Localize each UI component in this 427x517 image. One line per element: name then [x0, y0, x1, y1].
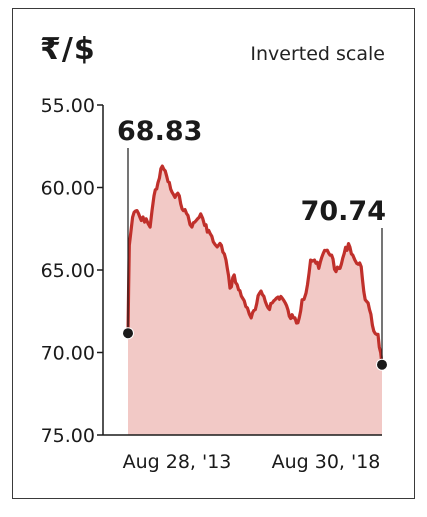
y-tick-label: 55.00 — [41, 95, 95, 117]
area-fill — [128, 166, 382, 435]
x-tick-label: Aug 28, '13 — [123, 451, 232, 473]
annotation-label: 68.83 — [117, 116, 202, 147]
y-tick-label: 60.00 — [41, 178, 95, 200]
series-line — [126, 164, 384, 365]
y-tick-label: 65.00 — [41, 260, 95, 282]
y-tick-label: 70.00 — [41, 343, 95, 365]
chart-subtitle: Inverted scale — [250, 43, 385, 65]
annotation-marker — [376, 358, 388, 371]
x-tick-label: Aug 30, '18 — [272, 451, 381, 473]
annotation-marker — [122, 327, 134, 340]
chart-title: ₹/$ — [40, 32, 96, 67]
y-tick-label: 75.00 — [41, 425, 95, 447]
annotation-label: 70.74 — [301, 196, 386, 227]
